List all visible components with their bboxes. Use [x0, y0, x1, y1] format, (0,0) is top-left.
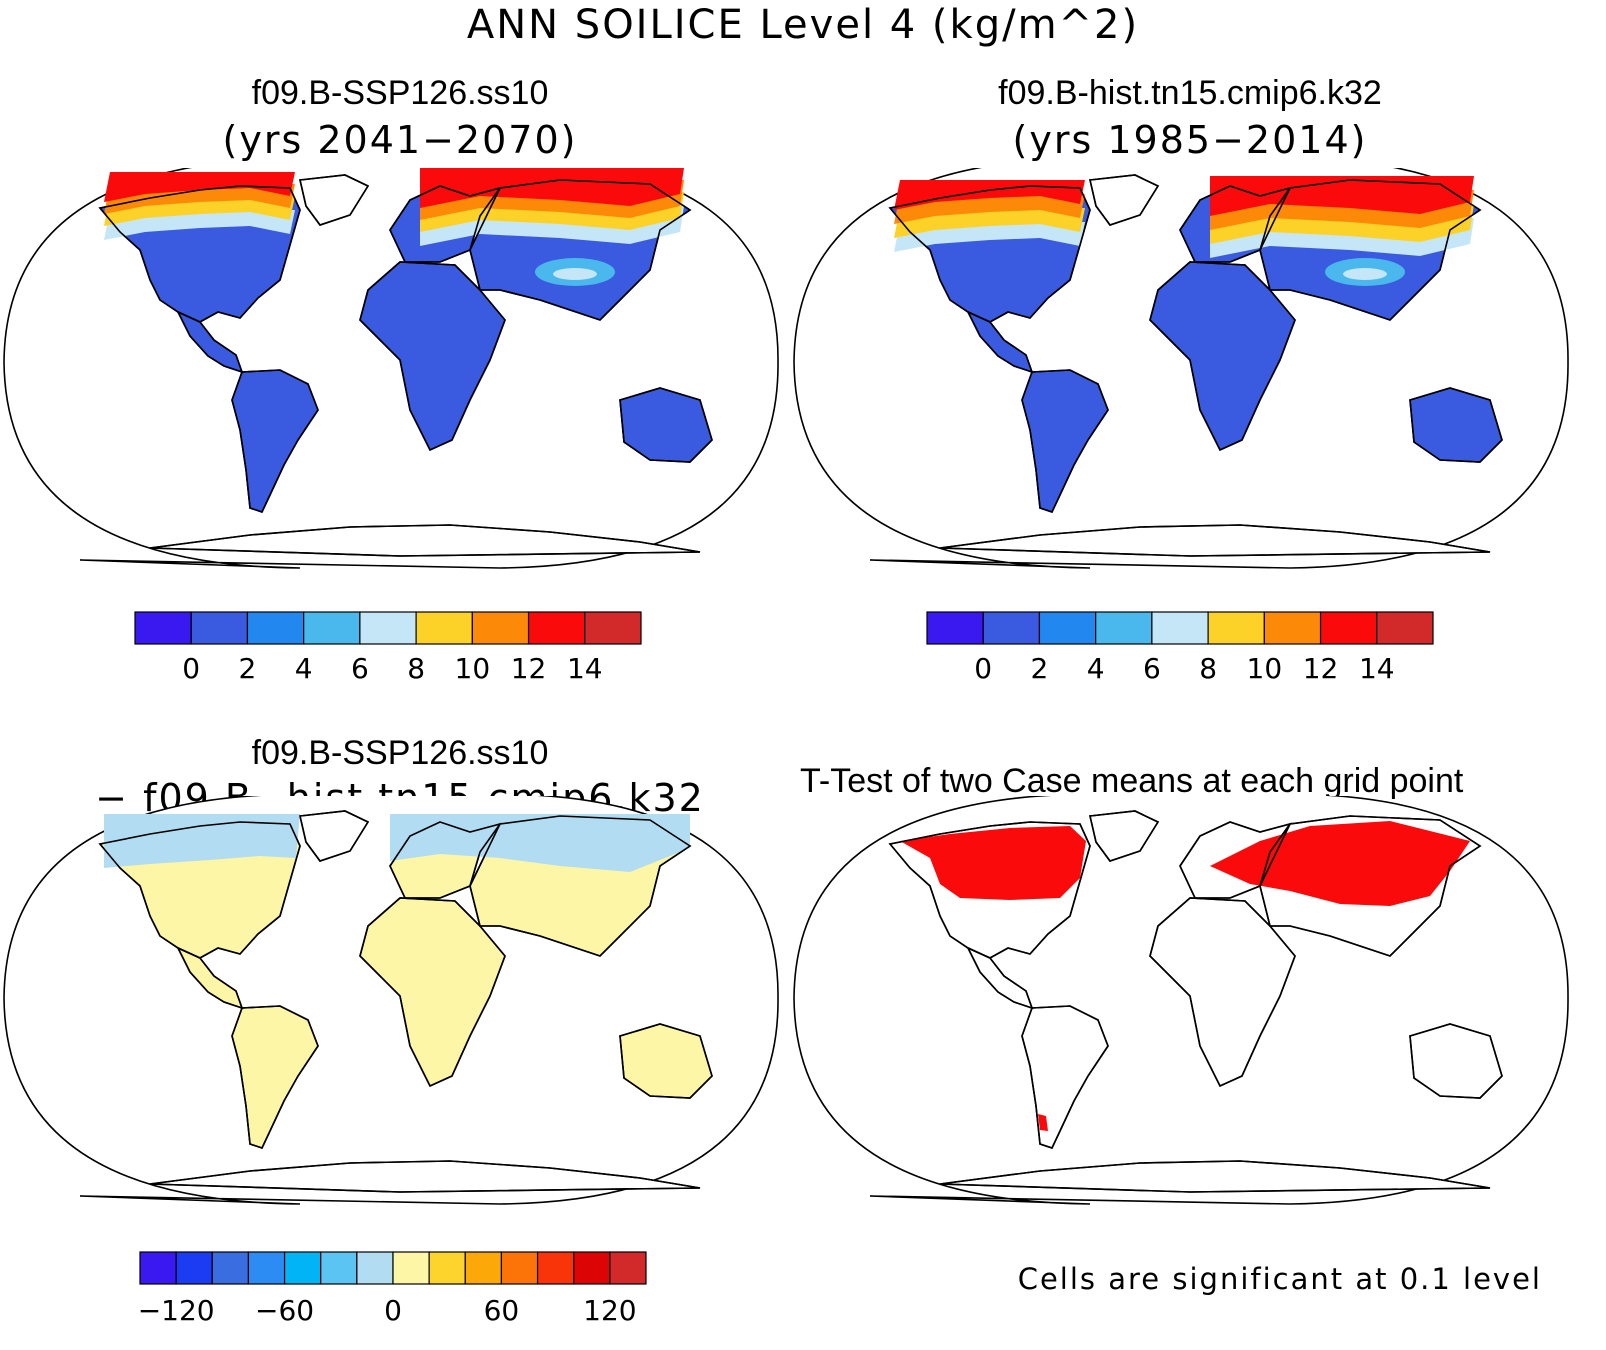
colorbar-swatch	[211, 1251, 250, 1285]
colorbar-swatch	[428, 1251, 466, 1285]
colorbar-swatch	[573, 1251, 611, 1285]
colorbar-tick-label: 120	[583, 1294, 636, 1327]
colorbar-tick-label: 4	[295, 652, 313, 685]
eurasia-negative-diff	[390, 814, 690, 872]
land-masses	[99, 810, 713, 1193]
colorbar-tick-label: 2	[239, 652, 257, 685]
eurasia-soilice-band	[1210, 176, 1474, 216]
colorbar-tick-label: 60	[484, 1294, 520, 1327]
colorbar-top-left: 0 2 4 6 8 10 12 14	[134, 611, 642, 685]
colorbar-swatch	[609, 1251, 647, 1285]
colorbar-swatch	[1151, 611, 1209, 645]
top-left-panel-subtitle: (yrs 2041−2070)	[222, 118, 578, 162]
colorbar-swatch	[1319, 611, 1378, 645]
colorbar-swatch	[536, 1251, 575, 1285]
colorbar-tick-label: 8	[1199, 652, 1217, 685]
bottom-right-panel-title: T-Test of two Case means at each grid po…	[800, 762, 1464, 800]
colorbar-swatch	[584, 611, 642, 645]
eurasia-significant-area	[1210, 821, 1470, 906]
na-significant-area	[900, 826, 1086, 900]
colorbar-swatch	[471, 611, 530, 645]
colorbar-tick-label: 4	[1087, 652, 1105, 685]
colorbar-swatch	[1376, 611, 1434, 645]
colorbar-tick-label: 14	[1359, 652, 1395, 685]
land-masses	[889, 810, 1503, 1193]
colorbar-tick-label: 0	[974, 652, 992, 685]
colorbar-swatch	[392, 1251, 430, 1285]
colorbar-swatch	[246, 611, 305, 645]
colorbar-swatch	[356, 1251, 394, 1285]
colorbar-swatch	[1038, 611, 1097, 645]
colorbar-tick-label: 6	[351, 652, 369, 685]
colorbar-swatch	[320, 1251, 358, 1285]
na-negative-diff	[104, 814, 300, 868]
colorbar-swatch	[283, 1251, 322, 1285]
colorbar-swatch	[247, 1251, 286, 1285]
colorbar-swatch	[134, 611, 192, 645]
land-masses	[99, 168, 713, 557]
top-left-panel-title: f09.B-SSP126.ss10	[251, 74, 549, 112]
colorbar-bottom-left: −120 −60 0 60 120	[138, 1251, 647, 1327]
colorbar-swatch	[1095, 611, 1153, 645]
colorbar-tick-label: 12	[1303, 652, 1339, 685]
map-panel-top-right	[793, 168, 1569, 569]
colorbar-swatch	[175, 1251, 213, 1285]
colorbar-tick-label: −60	[255, 1294, 314, 1327]
colorbar-swatch	[464, 1251, 503, 1285]
significance-note: Cells are significant at 0.1 level	[1017, 1262, 1542, 1296]
tibet-soilice-core	[553, 268, 597, 280]
colorbar-swatch	[527, 611, 586, 645]
tibet-soilice-core	[1343, 268, 1387, 280]
colorbar-tick-label: 6	[1143, 652, 1161, 685]
colorbar-tick-label: 0	[182, 652, 200, 685]
colorbar-tick-label: 14	[567, 652, 603, 685]
colorbar-tick-label: 10	[455, 652, 491, 685]
colorbar-swatch	[415, 611, 473, 645]
colorbar-tick-label: 2	[1031, 652, 1049, 685]
colorbar-swatch	[982, 611, 1041, 645]
top-right-panel-subtitle: (yrs 1985−2014)	[1012, 118, 1368, 162]
colorbar-swatch	[303, 611, 361, 645]
land-masses	[889, 174, 1503, 557]
map-panel-bottom-right	[793, 796, 1569, 1205]
colorbar-swatch	[359, 611, 417, 645]
na-soilice-band	[104, 172, 295, 202]
top-right-panel-title: f09.B-hist.tn15.cmip6.k32	[998, 74, 1382, 112]
colorbar-swatch	[190, 611, 249, 645]
map-panel-top-left	[3, 168, 779, 569]
colorbar-swatch	[139, 1251, 177, 1285]
main-title: ANN SOILICE Level 4 (kg/m^2)	[466, 2, 1140, 48]
map-panel-bottom-left	[3, 796, 779, 1205]
colorbar-tick-label: 10	[1247, 652, 1283, 685]
colorbar-swatch	[926, 611, 984, 645]
eurasia-soilice-band	[420, 168, 684, 208]
bottom-left-panel-title: f09.B-SSP126.ss10	[251, 734, 549, 772]
na-soilice-band	[894, 180, 1085, 210]
colorbar-swatch	[1207, 611, 1265, 645]
colorbar-tick-label: 12	[511, 652, 547, 685]
patagonia-significant-area	[1038, 1114, 1048, 1131]
colorbar-swatch	[500, 1251, 539, 1285]
colorbar-tick-label: 0	[384, 1294, 402, 1327]
colorbar-tick-label: 8	[407, 652, 425, 685]
colorbar-swatch	[1263, 611, 1322, 645]
colorbar-top-right: 0 2 4 6 8 10 12 14	[926, 611, 1434, 685]
colorbar-tick-label: −120	[138, 1294, 215, 1327]
